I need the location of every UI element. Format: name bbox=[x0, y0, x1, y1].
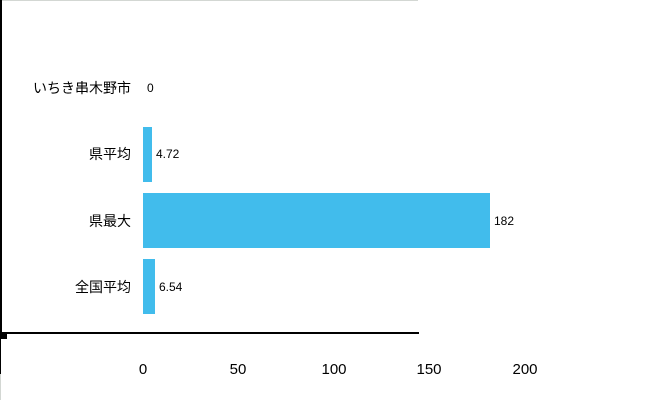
x-axis-tick bbox=[0, 367, 1, 374]
value-label: 0 bbox=[145, 81, 156, 95]
x-tick-label: 50 bbox=[229, 361, 247, 378]
y-axis-tick bbox=[0, 338, 7, 339]
category-label: 県最大 bbox=[89, 213, 131, 229]
x-axis-tick bbox=[0, 346, 1, 353]
x-axis-tick bbox=[0, 360, 1, 367]
category-label: 全国平均 bbox=[75, 279, 131, 295]
x-tick-label: 150 bbox=[416, 361, 442, 378]
y-axis-tick bbox=[0, 337, 7, 338]
y-axis-tick bbox=[0, 336, 7, 337]
x-axis-tick bbox=[0, 339, 1, 346]
x-axis-tick bbox=[0, 353, 1, 360]
value-label: 4.72 bbox=[154, 147, 182, 161]
value-label: 182 bbox=[492, 214, 517, 228]
y-axis bbox=[0, 0, 2, 332]
bar bbox=[143, 259, 155, 314]
plot-top-border bbox=[0, 0, 418, 1]
axis-layer bbox=[0, 0, 419, 374]
x-tick-label: 100 bbox=[321, 361, 347, 378]
category-label: 県平均 bbox=[89, 146, 131, 162]
bar bbox=[143, 127, 152, 182]
y-axis-tick bbox=[0, 334, 7, 335]
value-label: 6.54 bbox=[157, 280, 185, 294]
category-label: いちき串木野市 bbox=[33, 80, 131, 96]
y-axis-tick bbox=[0, 335, 7, 336]
x-tick-label: 0 bbox=[138, 361, 148, 378]
x-tick-label: 200 bbox=[512, 361, 538, 378]
bar bbox=[143, 193, 490, 248]
x-axis bbox=[0, 332, 419, 334]
